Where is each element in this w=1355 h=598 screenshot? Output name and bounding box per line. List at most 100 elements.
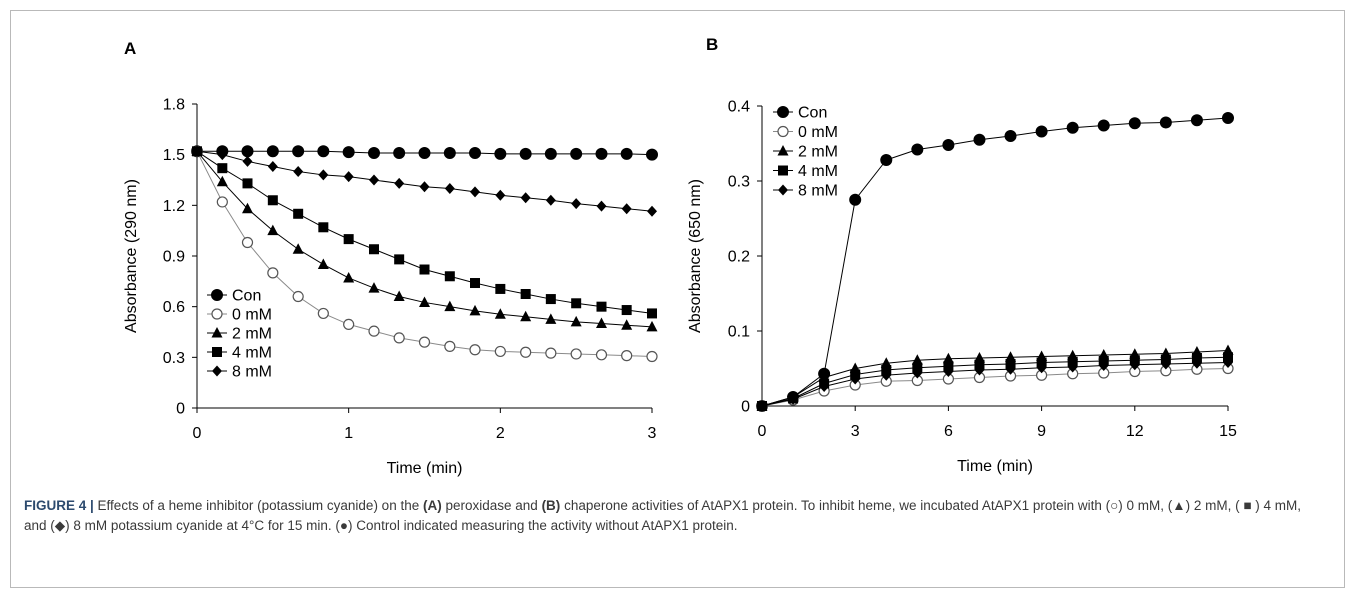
panel-a-series-4-mm-point (495, 283, 506, 294)
panel-a-series-2-mm-point (520, 310, 532, 322)
panel-a-series-2-mm-point (545, 313, 557, 324)
panel-a-legend-label: Con (232, 288, 261, 305)
panel-b-series-con-point (1222, 112, 1234, 124)
panel-a-legend-marker (211, 289, 223, 301)
panel-a-series-2-mm-point (242, 202, 254, 214)
panel-a-legend-label: 4 mM (232, 345, 272, 362)
panel-a-series-con-point (266, 145, 279, 158)
panel-a-series-0-mm-point (494, 345, 506, 358)
panel-a-series-4-mm-point (267, 195, 278, 206)
panel-a-series-2-mm-point (419, 296, 430, 307)
panel-b-series-8-mm-point (1098, 360, 1109, 371)
panel-b-series-con-line (761, 117, 1229, 407)
panel-a-series-4-mm-point (571, 298, 582, 309)
panel-b-ytick-label: 0.3 (728, 174, 750, 191)
panel-a-series-8-mm-point (621, 203, 632, 215)
panel-b-series-2-mm-point (911, 354, 923, 365)
panel-a-series-4-mm-point (621, 305, 632, 316)
panel-a-series-0-mm-point (292, 290, 304, 303)
panel-a-series-4-mm-point (242, 178, 253, 189)
panel-a-xtick-label: 1 (344, 425, 353, 442)
panel-b-series-con-point (1035, 125, 1048, 138)
panel-b-letter: B (706, 35, 718, 54)
panel-b-series-8-mm-point (943, 366, 954, 377)
panel-a-series-0-mm-point (570, 348, 582, 360)
panel-b-series-0-mm-line (761, 368, 1229, 407)
panel-b-series-8-mm-point (1191, 357, 1202, 369)
panel-b-xtick-label: 9 (1037, 423, 1046, 440)
panel-a-series-4-mm-point (293, 208, 304, 219)
panel-a-series-4-mm-point (318, 222, 329, 233)
panel-b-legend-marker (778, 184, 788, 196)
panel-a-series-2-mm-point (595, 317, 607, 329)
panel-a-series-con-point (595, 147, 608, 160)
panel-b-series-2-mm-line (761, 350, 1229, 407)
panel-a-series-0-mm-point (216, 196, 228, 208)
panel-a-series-2-mm-point (444, 300, 456, 312)
panel-a-ytick-label: 0.3 (163, 350, 185, 367)
panel-b-series-8-mm-point (912, 367, 923, 379)
panel-b-series-2-mm-point (942, 352, 954, 364)
panel-b-series-con-point (1004, 130, 1017, 142)
panel-a-series-con-point (570, 147, 583, 160)
panel-b-xtick-label: 12 (1126, 423, 1144, 440)
panel-a-series-4-mm-point (419, 264, 430, 275)
figure-frame (10, 10, 1345, 588)
panel-a-series-0-mm-point (621, 350, 633, 362)
panel-a-series-0-mm-point (418, 336, 431, 348)
panel-a-series-8-mm-point (520, 192, 531, 204)
panel-a-xtick-label: 0 (193, 425, 202, 442)
panel-a-series-4-mm-point (343, 234, 354, 245)
panel-a-series-con-point (418, 146, 431, 159)
panel-a-ytick-label: 1.2 (163, 198, 185, 215)
panel-a-series-8-mm-point (394, 177, 405, 189)
panel-b-ytick-label: 0.4 (728, 99, 750, 116)
panel-a-series-0-mm-point (520, 346, 532, 358)
panel-b-series-8-mm-point (974, 364, 985, 376)
panel-a-series-2-mm (191, 145, 658, 332)
panel-a-xlabel: Time (min) (387, 460, 463, 477)
panel-b-legend-label: 2 mM (798, 144, 838, 161)
panel-b-series-8-mm-point (788, 393, 799, 405)
panel-a-series-2-mm-point (646, 320, 658, 332)
panel-a-series-0-mm-point (444, 340, 456, 352)
figure-caption: FIGURE 4 | Effects of a heme inhibitor (… (24, 496, 1324, 536)
panel-b-series-8-mm-point (881, 369, 892, 381)
panel-a-series-con-point (519, 147, 532, 160)
panel-b-series-8-mm-point (1223, 357, 1233, 368)
caption-body: Effects of a heme inhibitor (potassium c… (24, 498, 1301, 533)
panel-b-series-8-mm-point (1067, 361, 1078, 373)
panel-a-series-con-point (443, 146, 456, 159)
panel-a-series-2-mm-point (216, 175, 228, 187)
panel-a-series-2-mm-point (368, 282, 380, 293)
panel-a-series-con-point (317, 145, 330, 158)
panel-b-xlabel: Time (min) (957, 458, 1033, 475)
panel-a-series-con-point (544, 147, 557, 160)
panel-b-legend-label: 0 mM (798, 124, 838, 141)
panel-a-series-2-mm-point (343, 271, 355, 283)
panel-a-series-8-mm-point (495, 189, 506, 201)
panel-a-legend-marker (211, 327, 223, 338)
panel-a-series-0-mm-point (393, 332, 405, 344)
panel-a-series-0-mm-point (595, 349, 608, 361)
panel-b-legend-label: Con (798, 105, 827, 122)
panel-a-series-8-mm-point (596, 200, 607, 212)
panel-a-series-8-mm-point (647, 205, 657, 217)
panel-a-ytick-label: 0.6 (163, 299, 185, 316)
caption-part-3: (B) (541, 498, 561, 513)
panel-a-series-8-mm (192, 145, 657, 217)
panel-a-series-con-point (494, 147, 507, 160)
panel-a-series-con-point (292, 145, 305, 158)
panel-a-series-8-mm-point (368, 174, 379, 186)
panel-b-legend-marker (777, 106, 789, 118)
panel-a-legend-marker (212, 347, 222, 357)
panel-a-series-con-point (620, 147, 633, 160)
caption-part-0: Effects of a heme inhibitor (potassium c… (93, 498, 423, 513)
panel-a-series-2-mm-point (621, 319, 633, 330)
panel-b-legend: Con 0 mM 2 mM 4 mM 8 mM (773, 105, 838, 200)
panel-a-series-8-mm-point (571, 198, 582, 210)
panel-a-legend-label: 2 mM (232, 326, 272, 343)
panel-b-series-con-point (942, 139, 955, 151)
panel-b-series-8-mm-point (1160, 358, 1171, 370)
panel-b-series-con-point (973, 133, 986, 146)
